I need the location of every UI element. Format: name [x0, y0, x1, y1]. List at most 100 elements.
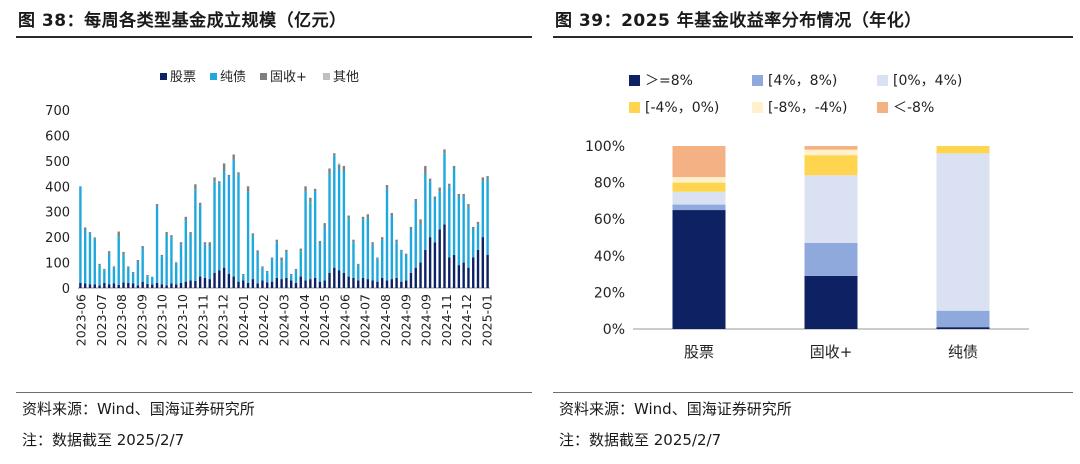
bar-segment: [347, 215, 350, 219]
bar-segment: [237, 281, 240, 288]
bar-segment: [246, 186, 250, 192]
bar-segment: [328, 168, 331, 174]
bar-segment: [448, 257, 451, 288]
bar-segment: [476, 224, 480, 250]
bar-segment: [280, 279, 283, 288]
bar-segment: [462, 193, 465, 197]
bar-segment: [289, 280, 293, 288]
x-tick-label: 2023-07: [94, 294, 109, 346]
bar-segment: [804, 146, 858, 150]
bar-segment: [131, 271, 135, 274]
bar-segment: [285, 277, 288, 288]
bar-segment: [304, 186, 307, 192]
bar-segment: [198, 202, 202, 206]
bar-segment: [194, 189, 197, 281]
legend-swatch: [629, 102, 640, 113]
bar-segment: [352, 277, 355, 288]
bar-segment: [481, 177, 485, 182]
bar-segment: [294, 268, 298, 271]
bar-segment: [179, 242, 183, 245]
bar-segment: [438, 191, 441, 230]
category-label: 固收+: [810, 343, 853, 361]
bar-segment: [376, 258, 379, 282]
bar-segment: [256, 252, 259, 284]
bar-segment: [318, 243, 322, 282]
bar-segment: [486, 176, 489, 179]
bar-segment: [385, 185, 389, 189]
bar-segment: [438, 229, 441, 288]
bar-segment: [936, 153, 990, 311]
bar-segment: [79, 186, 82, 283]
bar-segment: [141, 246, 144, 249]
bar-segment: [275, 242, 279, 278]
bar-segment: [227, 174, 231, 178]
source-note: 资料来源：Wind、国海证券研究所: [22, 400, 255, 418]
bar-segment: [194, 280, 197, 288]
bar-segment: [328, 173, 331, 273]
bar-segment: [261, 280, 264, 288]
bar-segment: [333, 155, 336, 268]
bar-segment: [318, 281, 322, 288]
bar-segment: [371, 242, 374, 245]
bar-segment: [107, 251, 111, 254]
x-tick-label: 2024-03: [277, 294, 292, 346]
stacked-bar-chart-weekly: 股票 纯债 固收+ 其他 0 100 200 300 400 500 600 700 2023-06 20…: [45, 70, 494, 346]
x-tick-label: 2024-11: [439, 294, 454, 346]
bar-segment: [242, 275, 245, 281]
legend-label: [0%，4%): [893, 73, 962, 89]
bar-segment: [299, 276, 302, 288]
bar-segment: [419, 262, 422, 288]
bar-segment: [448, 186, 451, 258]
bar-segment: [270, 258, 274, 282]
bar-segment: [304, 280, 307, 288]
bar-segment: [323, 223, 326, 227]
bar-segment: [242, 280, 245, 288]
y-tick-label: 300: [45, 206, 70, 221]
x-tick-label: 2023-09: [134, 294, 149, 346]
y-tick-label: 200: [45, 231, 70, 246]
x-tick-label: 2023-10: [155, 294, 170, 346]
bar-segment: [251, 279, 255, 288]
bar-segment: [936, 327, 990, 329]
bar-segment: [165, 285, 168, 288]
bar-segment: [390, 215, 393, 280]
x-tick-label: 2023-06: [74, 294, 89, 346]
legend-label: ＞=8%: [645, 73, 693, 89]
bar-segment: [208, 242, 211, 247]
bar-segment: [131, 283, 135, 288]
bar-segment: [804, 275, 858, 329]
bar-segment: [337, 168, 341, 271]
bar-segment: [486, 254, 489, 288]
legend-swatch: [629, 75, 640, 86]
bar-segment: [175, 261, 178, 263]
bar-segment: [275, 239, 279, 243]
bar-segment: [170, 283, 173, 288]
bar-segment: [672, 191, 726, 205]
bar-segment: [366, 279, 370, 288]
bar-segment: [93, 238, 96, 285]
bar-segment: [347, 276, 350, 288]
bar-segment: [486, 178, 489, 255]
bar-segment: [443, 224, 446, 288]
bar-segment: [285, 249, 288, 253]
bar-segment: [107, 253, 111, 285]
bar-segment: [357, 265, 360, 281]
bar-segment: [309, 202, 312, 280]
y-tick-label: 0: [62, 282, 70, 297]
y-tick-label: 100: [45, 257, 70, 272]
bar-segment: [457, 196, 461, 266]
bar-segment: [179, 282, 183, 288]
bar-segment: [481, 181, 485, 238]
bar-segment: [136, 262, 140, 286]
bar-segment: [419, 224, 422, 263]
bar-segment: [361, 277, 365, 288]
x-tick-label: 2024-05: [317, 294, 332, 346]
bar-segment: [117, 284, 120, 288]
legend-label: 股票: [170, 70, 196, 85]
x-tick-label: 2023-10: [175, 294, 190, 346]
bar-segment: [361, 219, 365, 278]
bar-segment: [452, 168, 456, 255]
bar-segment: [424, 249, 427, 288]
bar-segment: [337, 270, 341, 288]
legend-swatch: [323, 73, 330, 80]
